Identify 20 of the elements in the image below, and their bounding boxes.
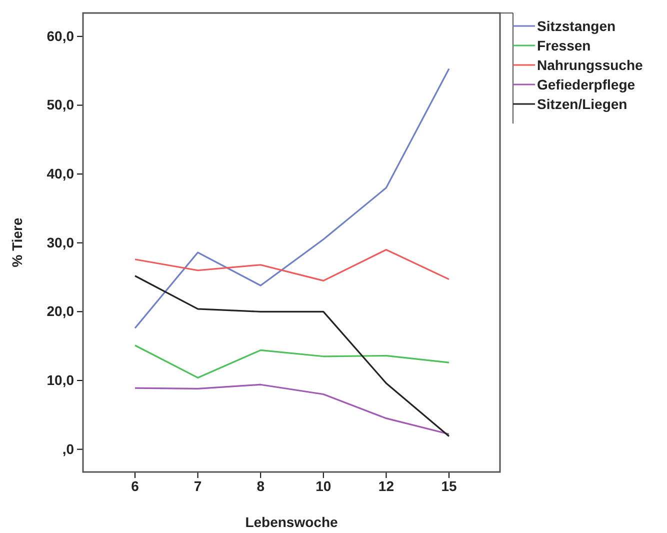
legend-label: Sitzen/Liegen (537, 96, 628, 112)
legend-label: Fressen (537, 38, 591, 54)
x-tick-label: 12 (378, 478, 394, 494)
y-tick-label: 20,0 (46, 303, 74, 320)
y-tick-label: 60,0 (46, 28, 74, 44)
x-tick-label: 7 (194, 478, 202, 494)
y-tick-label: 30,0 (46, 234, 74, 250)
legend-label: Sitzstangen (537, 18, 616, 34)
y-axis-title: % Tiere (9, 218, 25, 268)
y-tick-label: ,0 (62, 440, 74, 457)
legend-label: Nahrungssuche (537, 57, 644, 73)
legend-label: Gefiederpflege (537, 76, 636, 92)
y-tick-label: 40,0 (46, 166, 74, 182)
x-tick-label: 8 (256, 478, 265, 494)
x-tick-label: 10 (316, 478, 332, 494)
x-axis-title: Lebenswoche (245, 514, 338, 530)
y-tick-label: 10,0 (46, 372, 74, 388)
x-tick-label: 15 (441, 478, 457, 494)
y-tick-label: 50,0 (46, 96, 74, 113)
x-tick-label: 6 (131, 478, 140, 494)
